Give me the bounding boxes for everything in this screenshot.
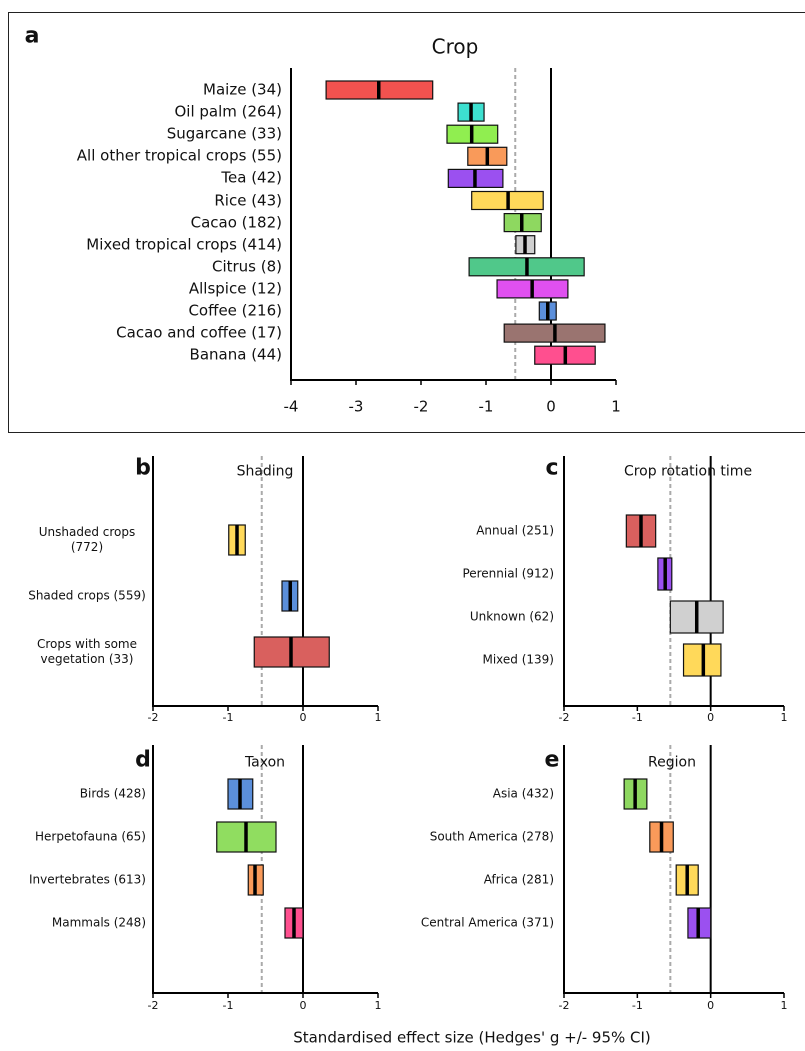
category-label: Unknown (62) xyxy=(469,609,554,624)
x-tick-label: 0 xyxy=(299,711,307,725)
x-tick-label: -4 xyxy=(283,397,299,416)
category-label: South America (278) xyxy=(429,829,554,844)
x-tick-label: 1 xyxy=(374,999,382,1013)
category-label: Coffee (216) xyxy=(188,301,282,320)
category-label: Cacao and coffee (17) xyxy=(116,323,282,342)
panel-letter: e xyxy=(544,747,560,773)
x-tick-label: 1 xyxy=(611,397,621,416)
x-tick-label: -1 xyxy=(631,711,643,725)
x-axis-label: Standardised effect size (Hedges' g +/- … xyxy=(293,1028,651,1047)
category-label: All other tropical crops (55) xyxy=(76,146,282,165)
category-label: Allspice (12) xyxy=(188,279,282,298)
category-label: Perennial (912) xyxy=(462,566,554,581)
category-label: Mammals (248) xyxy=(51,915,146,930)
category-label: Crops with some vegetation (33) xyxy=(36,637,137,666)
x-tick-label: -1 xyxy=(478,397,494,416)
panel-title: Crop xyxy=(431,34,479,59)
x-tick-label: 1 xyxy=(374,711,382,725)
category-label: Birds (428) xyxy=(79,786,146,801)
x-tick-label: 0 xyxy=(707,999,715,1013)
x-tick-label: 0 xyxy=(707,711,715,725)
category-label: Banana (44) xyxy=(189,345,282,364)
x-tick-label: 1 xyxy=(780,711,788,725)
panel-title: Taxon xyxy=(244,754,286,771)
x-tick-label: -2 xyxy=(147,999,159,1013)
x-tick-label: 0 xyxy=(546,397,556,416)
category-label: Unshaded crops (772) xyxy=(38,525,136,554)
category-label: Africa (281) xyxy=(483,872,554,887)
panel-title: Crop rotation time xyxy=(623,463,753,480)
category-label: Mixed (139) xyxy=(482,652,554,667)
category-label: Mixed tropical crops (414) xyxy=(86,235,282,254)
category-label: Maize (34) xyxy=(203,80,282,99)
x-tick-label: -2 xyxy=(413,397,429,416)
x-tick-label: 0 xyxy=(299,999,307,1013)
category-label: Asia (432) xyxy=(492,786,554,801)
category-label: Tea (42) xyxy=(221,169,282,188)
x-tick-label: -1 xyxy=(222,999,234,1013)
panel-letter: d xyxy=(135,747,151,773)
category-label: Citrus (8) xyxy=(211,257,282,276)
x-tick-label: 1 xyxy=(780,999,788,1013)
category-label: Herpetofauna (65) xyxy=(35,829,146,844)
category-label: Cacao (182) xyxy=(190,213,282,232)
category-label: Rice (43) xyxy=(214,191,282,210)
x-tick-label: -1 xyxy=(631,999,643,1013)
x-tick-label: -3 xyxy=(348,397,364,416)
x-tick-label: -2 xyxy=(147,711,159,725)
x-tick-label: -2 xyxy=(558,999,570,1013)
category-label: Sugarcane (33) xyxy=(166,124,282,143)
x-tick-label: -1 xyxy=(222,711,234,725)
x-tick-label: -2 xyxy=(558,711,570,725)
category-label: Shaded crops (559) xyxy=(28,588,146,603)
panel-title: Shading xyxy=(236,463,294,480)
panel-letter: c xyxy=(545,455,559,481)
category-label: Oil palm (264) xyxy=(174,102,282,121)
panel-title: Region xyxy=(648,754,696,771)
category-label: Annual (251) xyxy=(476,523,554,538)
panel-frame xyxy=(8,12,805,433)
category-label: Central America (371) xyxy=(420,915,554,930)
panel-letter: b xyxy=(135,455,151,481)
category-label: Invertebrates (613) xyxy=(29,872,146,887)
panel-letter: a xyxy=(24,23,40,49)
